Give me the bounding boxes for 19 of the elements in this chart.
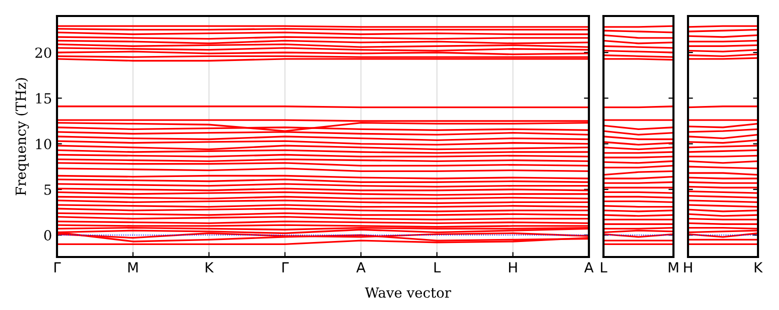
x-tick-label: L: [600, 262, 608, 272]
x-tick-label: Γ: [282, 262, 289, 272]
y-tick-label: 5: [44, 184, 52, 195]
x-axis-title: Wave vector: [364, 287, 452, 298]
x-tick-label: K: [206, 262, 214, 272]
x-tick-label: H: [509, 262, 517, 272]
x-tick-label: H: [684, 262, 692, 272]
x-tick-label: M: [668, 262, 678, 272]
x-tick-label: A: [584, 262, 594, 272]
x-tick-label: K: [754, 262, 763, 272]
x-tick-label: A: [356, 262, 366, 272]
y-tick-label: 20: [35, 47, 52, 58]
x-tick-label: M: [128, 262, 138, 272]
x-tick-label: Γ: [54, 262, 61, 272]
y-tick-label: 0: [44, 230, 52, 241]
y-axis-title: Frequency (THz): [15, 78, 29, 196]
y-tick-label: 10: [36, 138, 52, 150]
x-tick-label: L: [434, 262, 441, 272]
y-tick-label: 15: [36, 93, 52, 104]
